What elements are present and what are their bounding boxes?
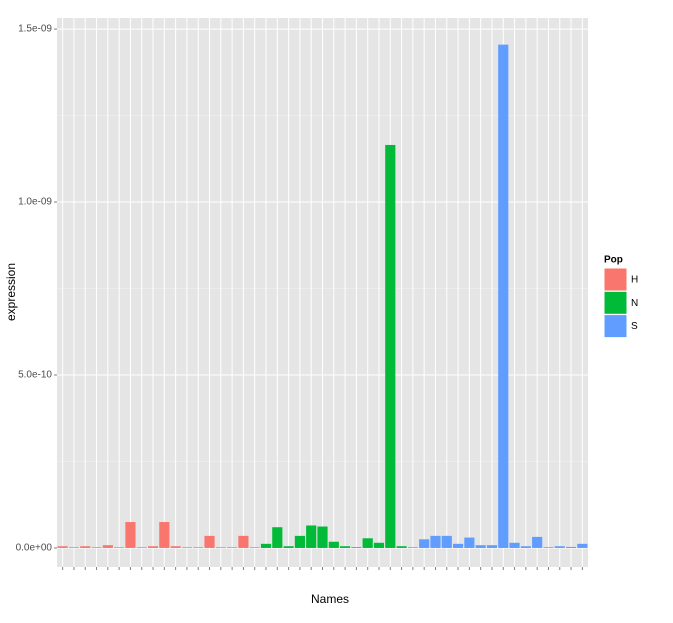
bar xyxy=(204,535,215,548)
bar xyxy=(136,547,147,548)
bar xyxy=(125,522,136,548)
y-tick-label: 1.5e-09 xyxy=(18,24,52,35)
bar xyxy=(385,144,396,548)
bar xyxy=(159,522,170,548)
bar xyxy=(147,546,159,548)
y-tick-label: 5.0e-10 xyxy=(18,370,52,381)
bar xyxy=(441,535,452,548)
bar xyxy=(272,527,283,548)
bar xyxy=(565,546,577,548)
bar xyxy=(475,545,486,548)
bar xyxy=(543,547,554,548)
bar xyxy=(260,543,272,548)
bar xyxy=(215,547,226,548)
bar xyxy=(317,526,328,548)
bar xyxy=(452,543,464,548)
bar xyxy=(362,538,373,548)
bar xyxy=(509,542,520,548)
legend-label: N xyxy=(631,298,638,309)
bar xyxy=(80,546,91,548)
bar xyxy=(430,535,441,548)
bar xyxy=(486,545,498,548)
bar xyxy=(181,547,193,548)
bar xyxy=(68,547,80,548)
bar xyxy=(294,535,305,548)
bar xyxy=(57,546,68,548)
bar xyxy=(464,537,475,548)
bar xyxy=(193,547,204,548)
bar xyxy=(238,535,249,548)
legend-label: S xyxy=(631,321,638,332)
bar xyxy=(328,541,339,548)
bar xyxy=(577,543,588,548)
y-tick-label: 1.0e-09 xyxy=(18,197,52,208)
bar xyxy=(227,547,238,548)
bar xyxy=(91,547,102,548)
bar xyxy=(351,547,362,548)
legend-key xyxy=(603,267,628,292)
legend-label: H xyxy=(631,275,638,286)
bar xyxy=(340,546,351,548)
bar xyxy=(532,536,543,548)
bar xyxy=(306,525,317,548)
bar xyxy=(373,542,385,548)
legend-key xyxy=(603,290,628,315)
y-tick-label: 0.0e+00 xyxy=(16,543,53,554)
y-axis-label: expression xyxy=(4,263,18,321)
bar xyxy=(102,545,113,548)
bar xyxy=(520,546,531,548)
bar xyxy=(419,539,430,548)
bar xyxy=(498,44,509,548)
bar xyxy=(554,546,565,548)
bar xyxy=(407,547,418,548)
x-axis-label: Names xyxy=(311,592,349,606)
bar xyxy=(396,546,407,548)
bar xyxy=(283,546,294,548)
bar xyxy=(114,547,125,548)
bar xyxy=(170,546,181,548)
legend-title: Pop xyxy=(604,255,623,266)
bar xyxy=(249,547,260,548)
legend-key xyxy=(603,314,628,339)
